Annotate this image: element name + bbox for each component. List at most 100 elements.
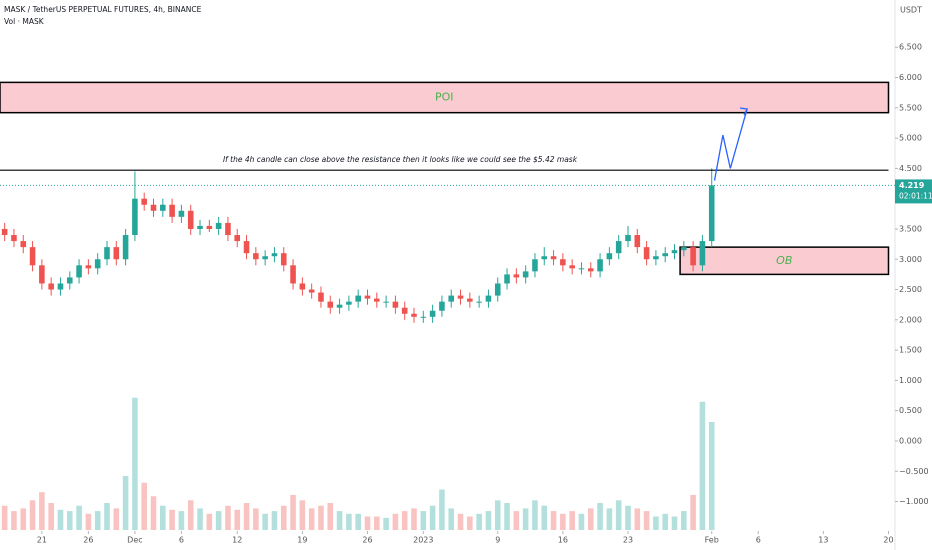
volume-bar [234,509,241,530]
volume-bar [76,505,82,530]
volume-bar [132,397,138,530]
candle-body [104,247,110,260]
volume-bar [327,503,334,530]
candle-body [643,247,650,260]
candle-body [671,250,678,254]
candle-body [569,265,575,269]
volume-bar [420,511,427,530]
candle-body [532,259,538,272]
candle-body [206,225,213,229]
x-tick-label: 12 [232,536,242,545]
candle-body [253,253,259,260]
volume-bar [411,508,417,530]
currency-label: USDT [900,6,922,15]
candle-body [411,313,417,317]
volume-bar [457,513,464,530]
volume-bar [178,511,185,530]
candle-body [457,295,464,299]
y-tick-label: 5.500 [899,103,922,112]
candle-body [169,204,175,217]
candle-body [494,283,501,296]
volume-bar [346,513,352,530]
volume-bar [262,513,268,530]
candle-body [615,241,622,254]
candle-body [587,268,594,272]
volume-bar [560,513,566,530]
candle-body [653,256,659,260]
zones: POI OB [0,81,890,276]
y-tick-label: 3.000 [899,255,922,264]
volume-bar [271,511,278,530]
volume-bar [20,508,27,530]
candle-body [606,253,613,260]
candle-body [578,268,585,270]
y-tick-label: 5.000 [899,134,922,143]
y-tick-label: 1.500 [899,346,922,355]
volume-bar [48,503,54,530]
volume-bar [94,511,101,530]
volume-bar [513,511,520,530]
candle-body [85,265,92,269]
candle-body [76,265,82,278]
volume-bar [439,489,445,530]
volume-bar [1,505,8,530]
volume-bar [467,516,473,530]
y-tick-label: −0.500 [899,467,929,476]
volume-bar [392,513,399,530]
candle-body [178,210,185,217]
candle-body [11,235,17,242]
x-tick-label: 26 [362,536,372,545]
volume-bar [299,500,306,530]
candle-body [485,295,492,302]
volume-bar [197,508,203,530]
volume-bar [364,516,371,530]
candle-body [476,301,482,303]
volume-bar [150,496,157,530]
volume-bar [494,500,501,530]
y-tick-label: 1.000 [899,376,922,385]
candle-body [243,241,250,254]
candle-body [504,274,510,284]
volume-label: Vol · MASK [4,17,45,26]
volume-bar [671,516,678,530]
x-tick-label: 2023 [413,536,433,545]
candles [1,168,715,323]
volume-bar [587,508,594,530]
volume-bar [169,509,175,530]
volume-bar [401,511,408,530]
candle-body [374,298,380,302]
volume-bar [243,503,250,530]
volume-bar [690,494,696,530]
projection-arrowhead [739,107,749,116]
zone [679,246,890,276]
candle-body [57,283,64,290]
candle-body [160,204,166,211]
volume-bar [653,516,659,530]
candle-body [271,253,278,257]
candle-body [401,307,408,314]
x-tick-label: 6 [756,536,761,545]
candle-body [383,301,389,303]
annotation: If the 4h candle can close above the res… [223,155,578,164]
volume-pane [1,397,715,530]
volume-bar [383,517,389,530]
volume-bar [29,500,36,530]
candle-body [336,304,343,308]
volume-bar [448,508,455,530]
volume-bar [374,516,380,530]
volume-bar [615,500,622,530]
volume-bar [708,422,715,530]
candle-body [39,265,45,284]
volume-bar [643,511,650,530]
candle-body [420,316,427,318]
volume-bar [280,505,287,530]
candle-body [625,235,631,242]
candle-body [150,204,157,211]
x-tick-label: Dec [127,536,142,545]
volume-bar [39,492,45,530]
volume-bar [578,513,585,530]
volume-bar [485,511,492,530]
candle-body [541,256,548,260]
y-tick-label: 2.500 [899,285,922,294]
